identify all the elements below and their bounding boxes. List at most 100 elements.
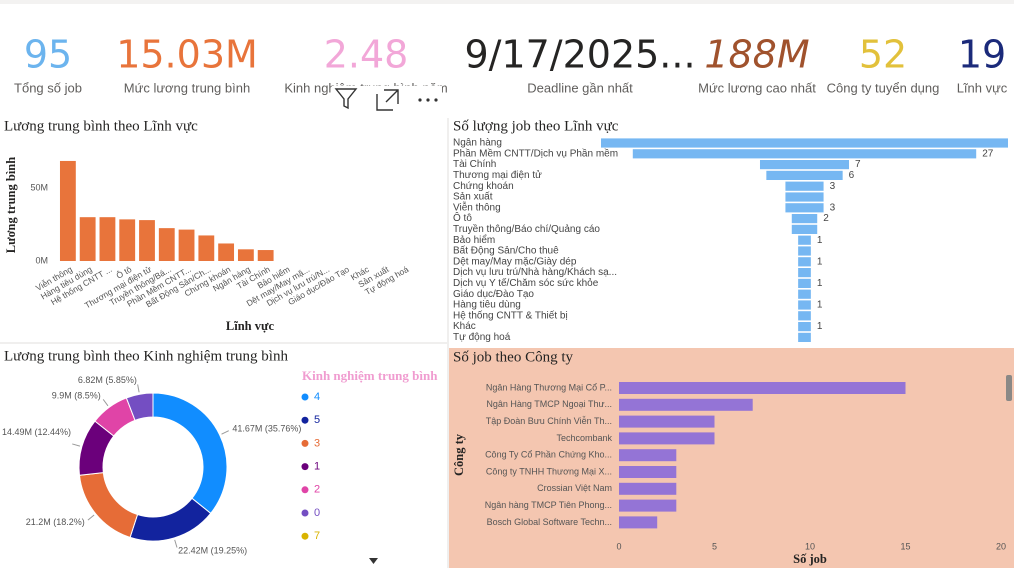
funnel-bar <box>798 289 811 299</box>
legend-label: 3 <box>314 437 320 449</box>
x-tick-label: 5 <box>712 541 717 551</box>
y-tick-label: Ngân hàng TMCP Tiên Phong... <box>485 500 612 510</box>
data-label: 1 <box>817 300 823 311</box>
legend-label: 4 <box>314 391 320 403</box>
bar <box>218 243 235 261</box>
bar <box>257 250 274 261</box>
funnel-bar <box>798 257 811 267</box>
leader-line <box>72 443 81 447</box>
legend-marker <box>301 463 309 471</box>
chart-title: Lương trung bình theo Lĩnh vực <box>4 118 198 134</box>
kpi-value: 52 <box>859 33 907 77</box>
data-label: 1 <box>817 321 823 332</box>
data-label: 3 <box>830 202 836 213</box>
category-label: Giáo dục/Đào Tạo <box>453 289 534 300</box>
focus-mode-icon[interactable] <box>376 89 399 111</box>
data-label: 1 <box>817 256 823 267</box>
filter-icon[interactable] <box>334 88 358 110</box>
bar <box>619 415 715 428</box>
data-label: 1 <box>817 235 823 246</box>
leader-line <box>102 399 109 407</box>
category-label: Phần Mềm CNTT/Dịch vụ Phần mềm <box>453 147 618 159</box>
funnel-bar <box>766 170 843 180</box>
data-label: 27 <box>982 148 994 159</box>
donut-slice <box>152 392 228 515</box>
kpi-cards: 95 Tổng số job 15.03M Mức lương trung bình 2… <box>14 33 1008 96</box>
data-label: 1 <box>817 278 823 289</box>
donut-slice <box>125 392 154 421</box>
kpi-label: Công ty tuyển dụng <box>827 80 940 95</box>
funnel-bar <box>798 311 811 321</box>
data-label: 22.42M (19.25%) <box>178 546 247 556</box>
kpi-label: Tổng số job <box>14 80 82 95</box>
kpi-value: 9/17/2025... <box>464 33 695 77</box>
funnel-bar <box>798 278 811 288</box>
y-tick-label: Ngân Hàng TMCP Ngoại Thư... <box>486 399 612 409</box>
y-tick-label: 50M <box>30 182 48 192</box>
bar <box>59 160 76 261</box>
chart-title: Số lượng job theo Lĩnh vực <box>453 118 619 134</box>
x-axis-label: Số job <box>793 552 827 566</box>
data-label: 2 <box>823 213 829 224</box>
category-label: Truyền thông/Báo chí/Quảng cáo <box>453 223 600 235</box>
chart-title: Lương trung bình theo Kinh nghiệm trung … <box>4 348 288 364</box>
bar <box>178 229 195 261</box>
more-options-icon[interactable] <box>418 98 438 102</box>
legend-marker <box>301 393 309 401</box>
leader-line <box>221 430 229 435</box>
bar <box>619 466 677 478</box>
funnel-bar <box>798 332 811 342</box>
x-axis-label: Lĩnh vực <box>226 319 275 333</box>
data-label: 41.67M (35.76%) <box>232 423 301 433</box>
legend-marker <box>301 509 309 517</box>
category-label: Viễn thông <box>453 200 501 213</box>
donut-slice <box>78 472 139 538</box>
funnel-bar <box>791 214 818 224</box>
category-label: Tài Chính <box>453 159 496 170</box>
category-label: Dệt may/May mặc/Giày dép <box>453 256 577 267</box>
y-tick-label: Techcombank <box>556 433 612 443</box>
data-label: 3 <box>830 181 836 192</box>
bar-chart: Lương trung bình theo Lĩnh vực0M50MViễn … <box>4 118 411 332</box>
category-label: Dịch vụ lưu trú/Nhà hàng/Khách sạ... <box>453 267 617 278</box>
data-label: 14.49M (12.44%) <box>2 427 71 437</box>
funnel-bar <box>632 149 977 159</box>
kpi-value: 19 <box>958 33 1006 77</box>
kpi-label: Mức lương trung bình <box>124 80 250 95</box>
bar <box>619 432 715 445</box>
bar <box>198 235 215 261</box>
data-label: 6.82M (5.85%) <box>78 375 137 385</box>
legend-marker <box>301 532 309 540</box>
kpi-value: 2.48 <box>324 33 409 77</box>
chart-title: Số job theo Công ty <box>453 349 574 365</box>
bar <box>619 499 677 512</box>
visual-toolbar <box>332 86 442 111</box>
y-tick-label: 0M <box>35 255 48 265</box>
legend-label: 5 <box>314 414 320 426</box>
funnel-bar <box>798 235 811 245</box>
category-label: Hàng tiêu dùng <box>453 300 521 311</box>
kpi-label: Lĩnh vực <box>957 80 1008 95</box>
legend-label: 1 <box>314 461 320 473</box>
top-strip <box>0 0 1014 4</box>
category-label: Dịch vụ Y tế/Chăm sóc sức khỏe <box>453 277 599 289</box>
hbar-chart: Số job theo Công ty 0 5 10 15 20 Ngân Hàng Thư… <box>449 348 1014 568</box>
x-tick-label: 10 <box>805 541 815 551</box>
y-tick-label: Công Ty Cổ Phần Chứng Kho... <box>485 450 612 460</box>
y-axis-label: Công ty <box>452 433 466 476</box>
funnel-bar <box>785 181 824 191</box>
kpi-value: 188M <box>704 33 809 77</box>
funnel-bar <box>759 160 850 170</box>
bar <box>158 228 175 261</box>
legend-marker <box>301 486 309 494</box>
category-label: Bất Động Sản/Cho thuê <box>453 245 559 257</box>
kpi-label: Mức lương cao nhất <box>698 80 816 95</box>
bar <box>79 217 96 261</box>
category-label: Chứng khoán <box>453 181 514 192</box>
legend-scroll-arrow[interactable] <box>369 558 378 564</box>
category-label: Bảo hiểm <box>453 234 495 246</box>
category-label: Thương mại điện tử <box>453 169 542 181</box>
funnel-bar <box>785 203 824 213</box>
leader-line <box>87 514 95 521</box>
y-tick-label: Công ty TNHH Thương Mại X... <box>486 466 612 476</box>
